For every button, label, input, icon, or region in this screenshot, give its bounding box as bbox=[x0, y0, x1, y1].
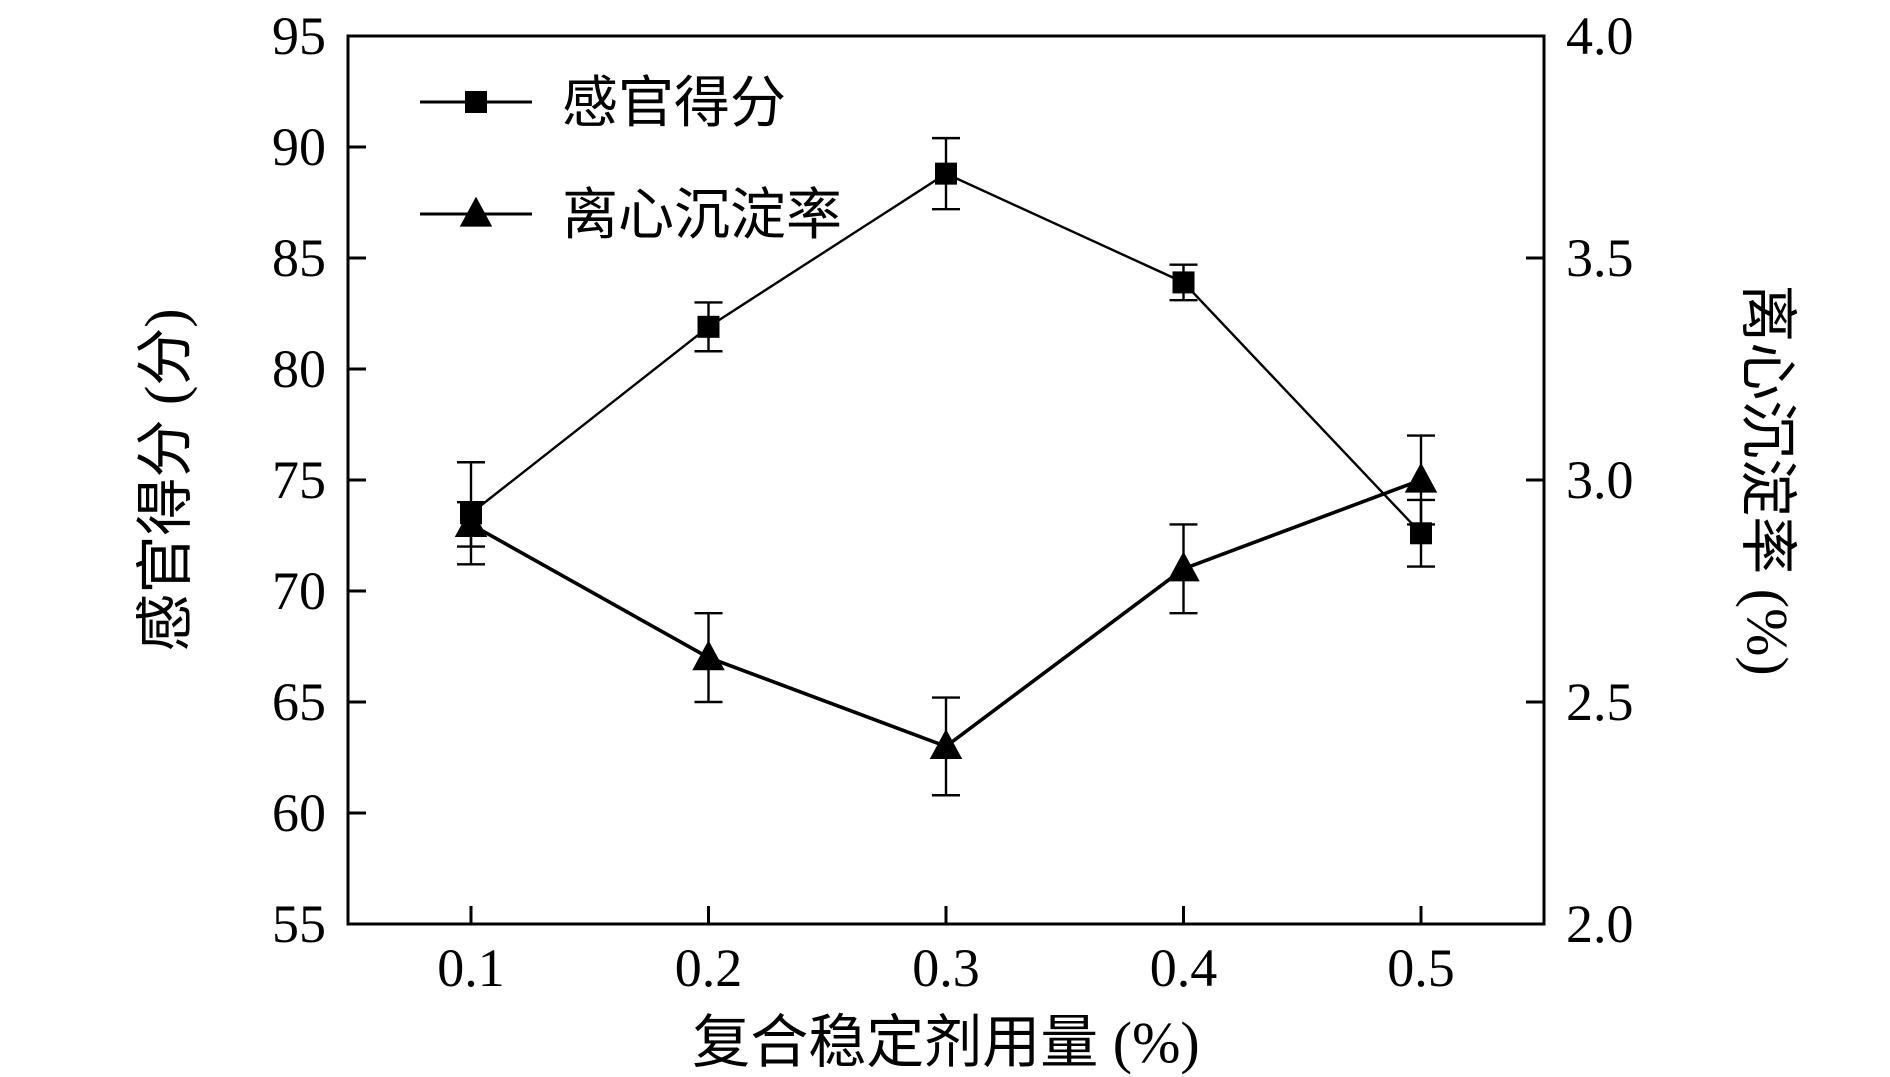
left-axis: 55 60 65 70 75 80 85 90 95 bbox=[272, 6, 366, 954]
left-tick-label: 70 bbox=[272, 561, 326, 621]
square-marker bbox=[935, 162, 957, 185]
triangle-marker bbox=[1404, 462, 1438, 493]
square-marker bbox=[1410, 522, 1432, 545]
left-tick-label: 75 bbox=[272, 450, 326, 510]
series-square bbox=[457, 136, 1435, 568]
triangle-marker bbox=[454, 507, 488, 537]
triangle-marker bbox=[1167, 551, 1200, 582]
legend-label: 感官得分 bbox=[562, 73, 786, 135]
right-tick-label: 2.0 bbox=[1566, 894, 1634, 954]
right-axis-title: 离心沉淀率 (%) bbox=[1735, 284, 1800, 675]
square-marker bbox=[1172, 271, 1195, 294]
right-tick-label: 2.5 bbox=[1566, 672, 1634, 732]
legend-label: 离心沉淀率 bbox=[562, 185, 842, 247]
left-tick-label: 85 bbox=[272, 228, 326, 288]
left-tick-label: 90 bbox=[272, 117, 326, 177]
right-axis: 2.0 2.5 3.0 3.5 4.0 bbox=[1526, 6, 1634, 954]
x-tick-label: 0.2 bbox=[675, 938, 743, 998]
series-triangle bbox=[454, 434, 1438, 797]
left-tick-label: 55 bbox=[272, 894, 326, 954]
square-marker bbox=[697, 315, 720, 338]
x-tick-label: 0.4 bbox=[1150, 938, 1218, 998]
x-axis: 0.1 0.2 0.3 0.4 0.5 bbox=[437, 906, 1455, 998]
left-tick-label: 95 bbox=[272, 6, 326, 66]
triangle-marker bbox=[459, 196, 493, 227]
left-tick-label: 65 bbox=[272, 672, 326, 732]
x-tick-label: 0.3 bbox=[912, 938, 980, 998]
left-tick-label: 80 bbox=[272, 339, 326, 399]
right-tick-label: 4.0 bbox=[1566, 6, 1634, 66]
right-tick-label: 3.5 bbox=[1566, 228, 1634, 288]
square-marker bbox=[465, 91, 487, 113]
x-axis-title: 复合稳定剂用量 (%) bbox=[692, 1010, 1199, 1075]
left-axis-title: 感官得分 (分) bbox=[133, 308, 198, 651]
triangle-marker bbox=[692, 640, 725, 671]
triangle-marker bbox=[929, 729, 963, 759]
x-tick-label: 0.5 bbox=[1387, 938, 1455, 998]
right-tick-label: 3.0 bbox=[1566, 450, 1634, 510]
left-tick-label: 60 bbox=[272, 783, 326, 843]
x-tick-label: 0.1 bbox=[437, 938, 505, 998]
